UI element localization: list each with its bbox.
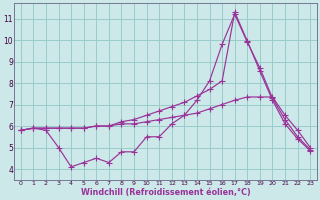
X-axis label: Windchill (Refroidissement éolien,°C): Windchill (Refroidissement éolien,°C) [81,188,250,197]
